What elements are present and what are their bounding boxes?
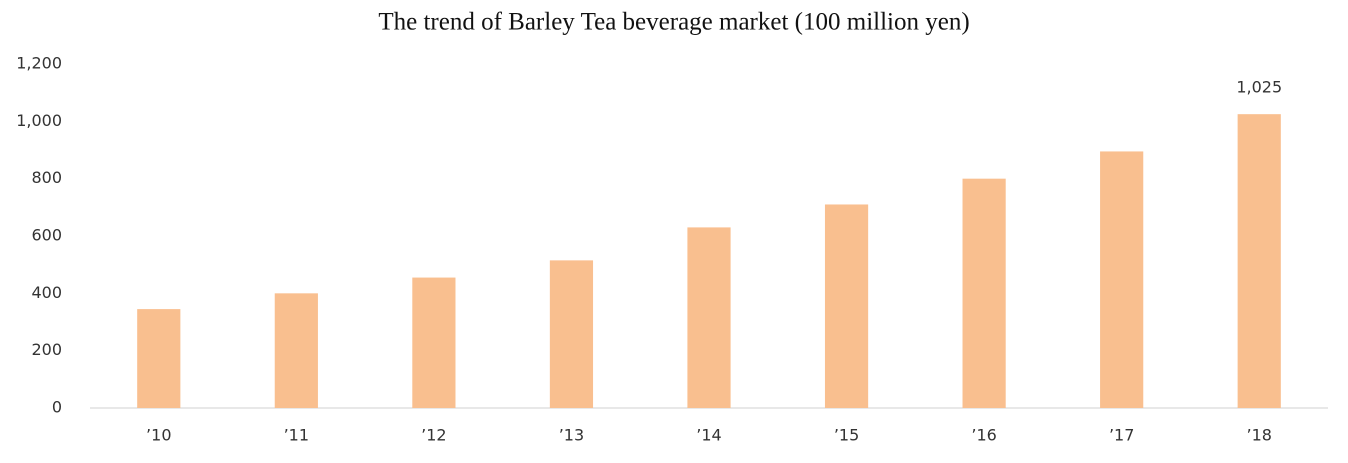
bar <box>962 178 1006 408</box>
y-tick-label: 200 <box>31 340 62 359</box>
x-tick-label: ’15 <box>834 426 859 445</box>
x-tick-label: ’14 <box>696 426 721 445</box>
bar <box>412 277 456 408</box>
x-tick-label: ’18 <box>1246 426 1271 445</box>
y-tick-label: 1,200 <box>16 54 62 73</box>
y-tick-label: 1,000 <box>16 111 62 130</box>
y-tick-label: 600 <box>31 226 62 245</box>
bar <box>1100 151 1144 408</box>
bar <box>274 293 318 408</box>
x-tick-label: ’13 <box>559 426 584 445</box>
x-tick-label: ’16 <box>971 426 996 445</box>
bar <box>687 227 731 408</box>
bar <box>137 309 181 408</box>
bar <box>549 260 594 408</box>
x-tick-label: ’17 <box>1109 426 1134 445</box>
bar <box>824 204 869 408</box>
chart-title: The trend of Barley Tea beverage market … <box>378 9 969 36</box>
y-tick-label: 800 <box>31 168 62 187</box>
y-tick-label: 400 <box>31 283 62 302</box>
data-label: 1,025 <box>1236 78 1282 97</box>
x-tick-label: ’11 <box>284 426 309 445</box>
x-tick-label: ’12 <box>421 426 446 445</box>
y-tick-label: 0 <box>52 398 62 417</box>
x-tick-label: ’10 <box>146 426 171 445</box>
bar <box>1237 114 1281 409</box>
